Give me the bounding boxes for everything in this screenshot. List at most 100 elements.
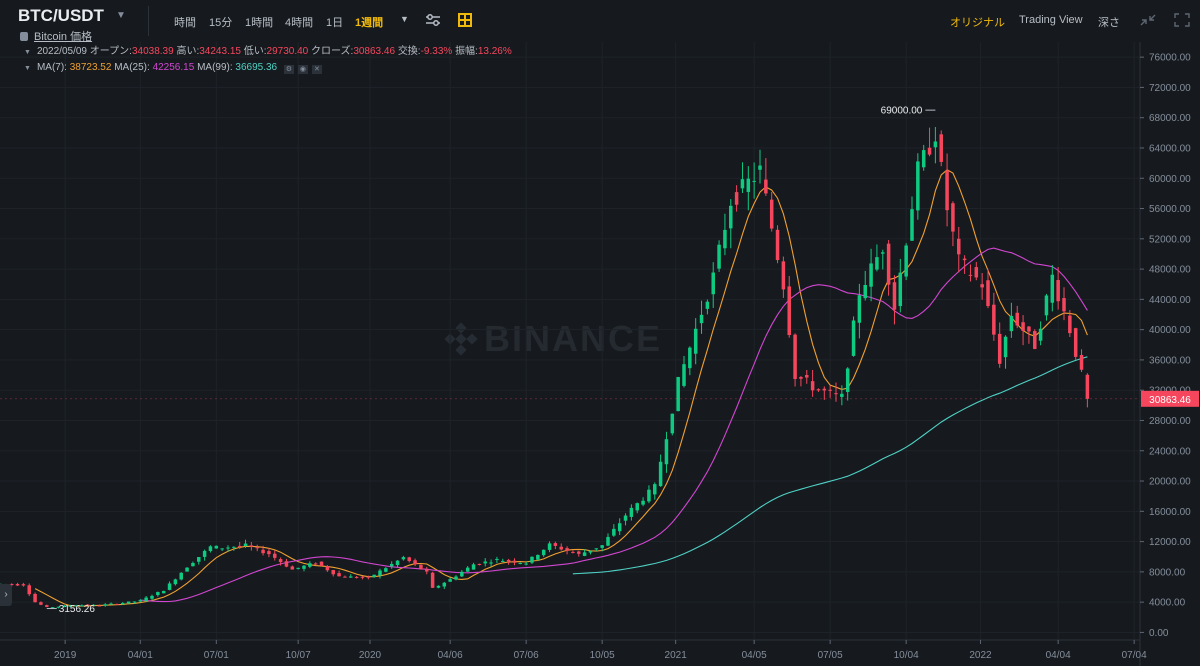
candle[interactable]	[723, 213, 727, 256]
candle[interactable]	[97, 604, 102, 607]
candle[interactable]	[921, 144, 926, 171]
candle[interactable]	[489, 559, 493, 567]
candle[interactable]	[799, 376, 803, 387]
candle[interactable]	[530, 556, 534, 565]
candle[interactable]	[974, 261, 979, 281]
candle[interactable]	[939, 130, 943, 167]
ma-hide-icon[interactable]: ◉	[297, 65, 308, 74]
candle[interactable]	[337, 570, 341, 577]
candle[interactable]	[249, 542, 254, 551]
pair-dropdown-icon[interactable]: ▼	[116, 10, 126, 21]
candle[interactable]	[267, 548, 271, 558]
candle[interactable]	[308, 561, 312, 569]
candle[interactable]	[688, 346, 692, 376]
candle[interactable]	[243, 539, 248, 548]
candle[interactable]	[471, 562, 476, 570]
candle[interactable]	[623, 513, 628, 526]
candle[interactable]	[1015, 305, 1019, 329]
candle[interactable]	[916, 153, 920, 220]
candle[interactable]	[395, 560, 400, 568]
candle[interactable]	[699, 300, 704, 334]
candle[interactable]	[653, 482, 657, 500]
view-tradingview[interactable]: Trading View	[1019, 14, 1083, 26]
candle[interactable]	[565, 546, 569, 555]
candle[interactable]	[1021, 315, 1025, 346]
candle[interactable]	[237, 541, 242, 549]
candle[interactable]	[512, 558, 517, 566]
candle[interactable]	[775, 225, 780, 264]
ma-remove-icon[interactable]: ✕	[311, 65, 322, 74]
candle[interactable]	[904, 243, 908, 281]
candle[interactable]	[787, 276, 791, 338]
asset-subtitle-label[interactable]: Bitcoin 価格	[34, 31, 93, 43]
candle[interactable]	[325, 564, 330, 572]
candle[interactable]	[705, 299, 710, 315]
candle[interactable]	[594, 548, 599, 552]
candle[interactable]	[360, 576, 365, 580]
candle[interactable]	[682, 356, 686, 388]
candle[interactable]	[290, 565, 295, 570]
candle[interactable]	[910, 196, 914, 241]
fullscreen-icon[interactable]	[1174, 13, 1190, 27]
candle[interactable]	[863, 270, 867, 301]
candle[interactable]	[793, 333, 797, 387]
price-axis[interactable]	[1140, 42, 1200, 666]
candle[interactable]	[693, 318, 698, 365]
candle[interactable]	[313, 562, 318, 566]
candle[interactable]	[962, 255, 967, 274]
candle[interactable]	[816, 388, 821, 392]
candle[interactable]	[635, 502, 639, 514]
candle[interactable]	[448, 577, 452, 582]
candle[interactable]	[711, 262, 715, 308]
candle[interactable]	[641, 497, 645, 507]
candle[interactable]	[769, 191, 774, 232]
candle[interactable]	[1044, 293, 1049, 321]
candle[interactable]	[840, 385, 844, 406]
candle[interactable]	[80, 604, 84, 607]
candle[interactable]	[62, 605, 67, 608]
pair-symbol[interactable]: BTC/USDT	[18, 6, 104, 25]
candle[interactable]	[828, 385, 832, 398]
interval-1d[interactable]: 1日	[326, 17, 344, 29]
candle[interactable]	[1027, 326, 1031, 344]
candle[interactable]	[372, 574, 376, 578]
candle[interactable]	[179, 572, 183, 581]
candle[interactable]	[185, 567, 189, 572]
candle[interactable]	[1050, 265, 1055, 312]
candle[interactable]	[103, 603, 107, 607]
candle[interactable]	[21, 582, 26, 587]
candle[interactable]	[226, 545, 230, 552]
candle[interactable]	[442, 581, 447, 589]
candle[interactable]	[658, 454, 663, 487]
candle[interactable]	[1085, 373, 1090, 408]
candle[interactable]	[167, 581, 172, 591]
candle[interactable]	[302, 564, 306, 572]
side-panel-toggle-icon[interactable]: ›	[0, 584, 12, 606]
candle[interactable]	[805, 369, 809, 384]
candle[interactable]	[349, 574, 353, 578]
candle[interactable]	[460, 570, 464, 578]
candle[interactable]	[717, 240, 721, 272]
candle[interactable]	[15, 582, 20, 587]
candle[interactable]	[191, 561, 195, 567]
candle[interactable]	[606, 533, 610, 547]
candle[interactable]	[898, 258, 903, 313]
candle[interactable]	[197, 556, 201, 565]
candle[interactable]	[284, 558, 289, 568]
view-depth[interactable]: 深さ	[1098, 17, 1120, 29]
candle[interactable]	[150, 594, 154, 601]
candle[interactable]	[933, 127, 938, 164]
candle[interactable]	[1003, 335, 1008, 369]
candle[interactable]	[506, 558, 511, 565]
candle[interactable]	[74, 604, 78, 607]
candle[interactable]	[161, 590, 166, 594]
candle[interactable]	[454, 575, 458, 581]
candle[interactable]	[407, 556, 411, 563]
candle[interactable]	[232, 546, 236, 551]
candle[interactable]	[746, 166, 751, 211]
candle[interactable]	[495, 556, 499, 564]
candle[interactable]	[1038, 321, 1043, 346]
candle[interactable]	[869, 248, 873, 302]
candle[interactable]	[56, 606, 61, 609]
